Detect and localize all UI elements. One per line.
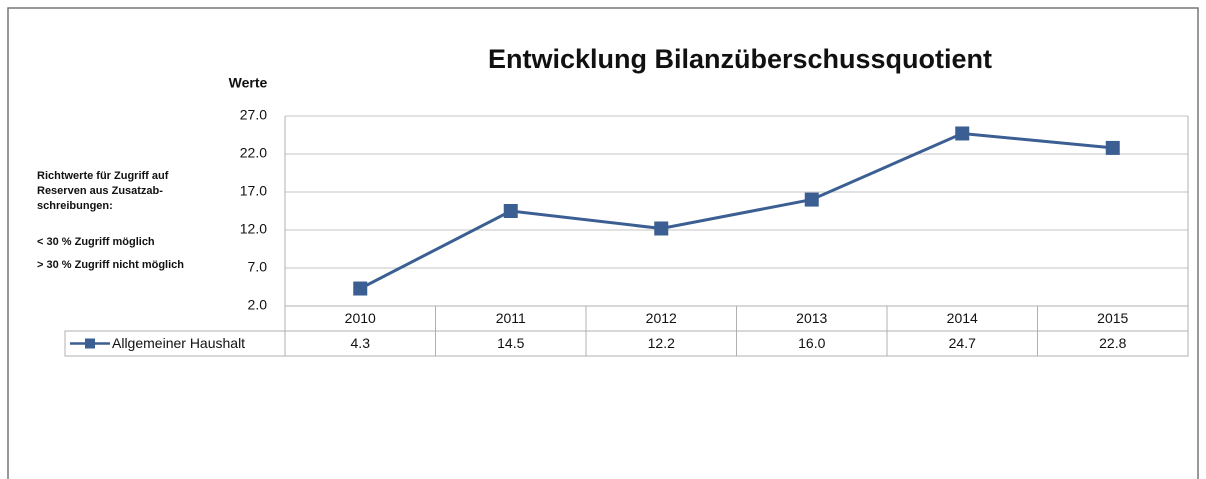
y-tick-label: 17.0 [240,183,267,199]
x-tick-label: 2011 [496,310,526,326]
note: > 30 % Zugriff nicht möglich [37,259,184,271]
chart-title: Entwicklung Bilanzüberschussquotient [488,44,992,74]
x-tick-label: 2015 [1097,310,1128,326]
marker [1105,140,1120,155]
legend-cell [64,330,286,357]
legend-label: Allgemeiner Haushalt [112,335,245,351]
table-value: 16.0 [798,335,825,351]
marker [353,281,368,296]
note: < 30 % Zugriff möglich [37,236,155,248]
note: Richtwerte für Zugriff auf [37,170,169,182]
y-axis-label: Werte [229,75,268,91]
note: Reserven aus Zusatzab- [37,185,163,197]
table-value: 12.2 [648,335,675,351]
y-tick-label: 2.0 [248,297,268,313]
marker [654,221,669,236]
series-line [359,131,1113,290]
marker [955,126,970,141]
marker [503,204,518,218]
note: schreibungen: [37,200,113,212]
legend-marker [85,338,95,349]
table-value: 4.3 [351,335,371,351]
x-tick-label: 2012 [646,310,677,326]
y-tick-label: 27.0 [240,107,267,123]
x-tick-label: 2013 [796,310,827,326]
frame [7,7,1199,479]
x-tick-label: 2010 [345,310,376,326]
table-value: 24.7 [949,335,976,351]
marker [804,192,819,207]
y-tick-label: 7.0 [248,259,268,275]
y-tick-label: 22.0 [240,145,267,161]
x-tick-label: 2014 [947,310,978,326]
y-tick-label: 12.0 [240,221,267,237]
table-value: 14.5 [497,335,524,351]
table-value: 22.8 [1099,335,1126,351]
